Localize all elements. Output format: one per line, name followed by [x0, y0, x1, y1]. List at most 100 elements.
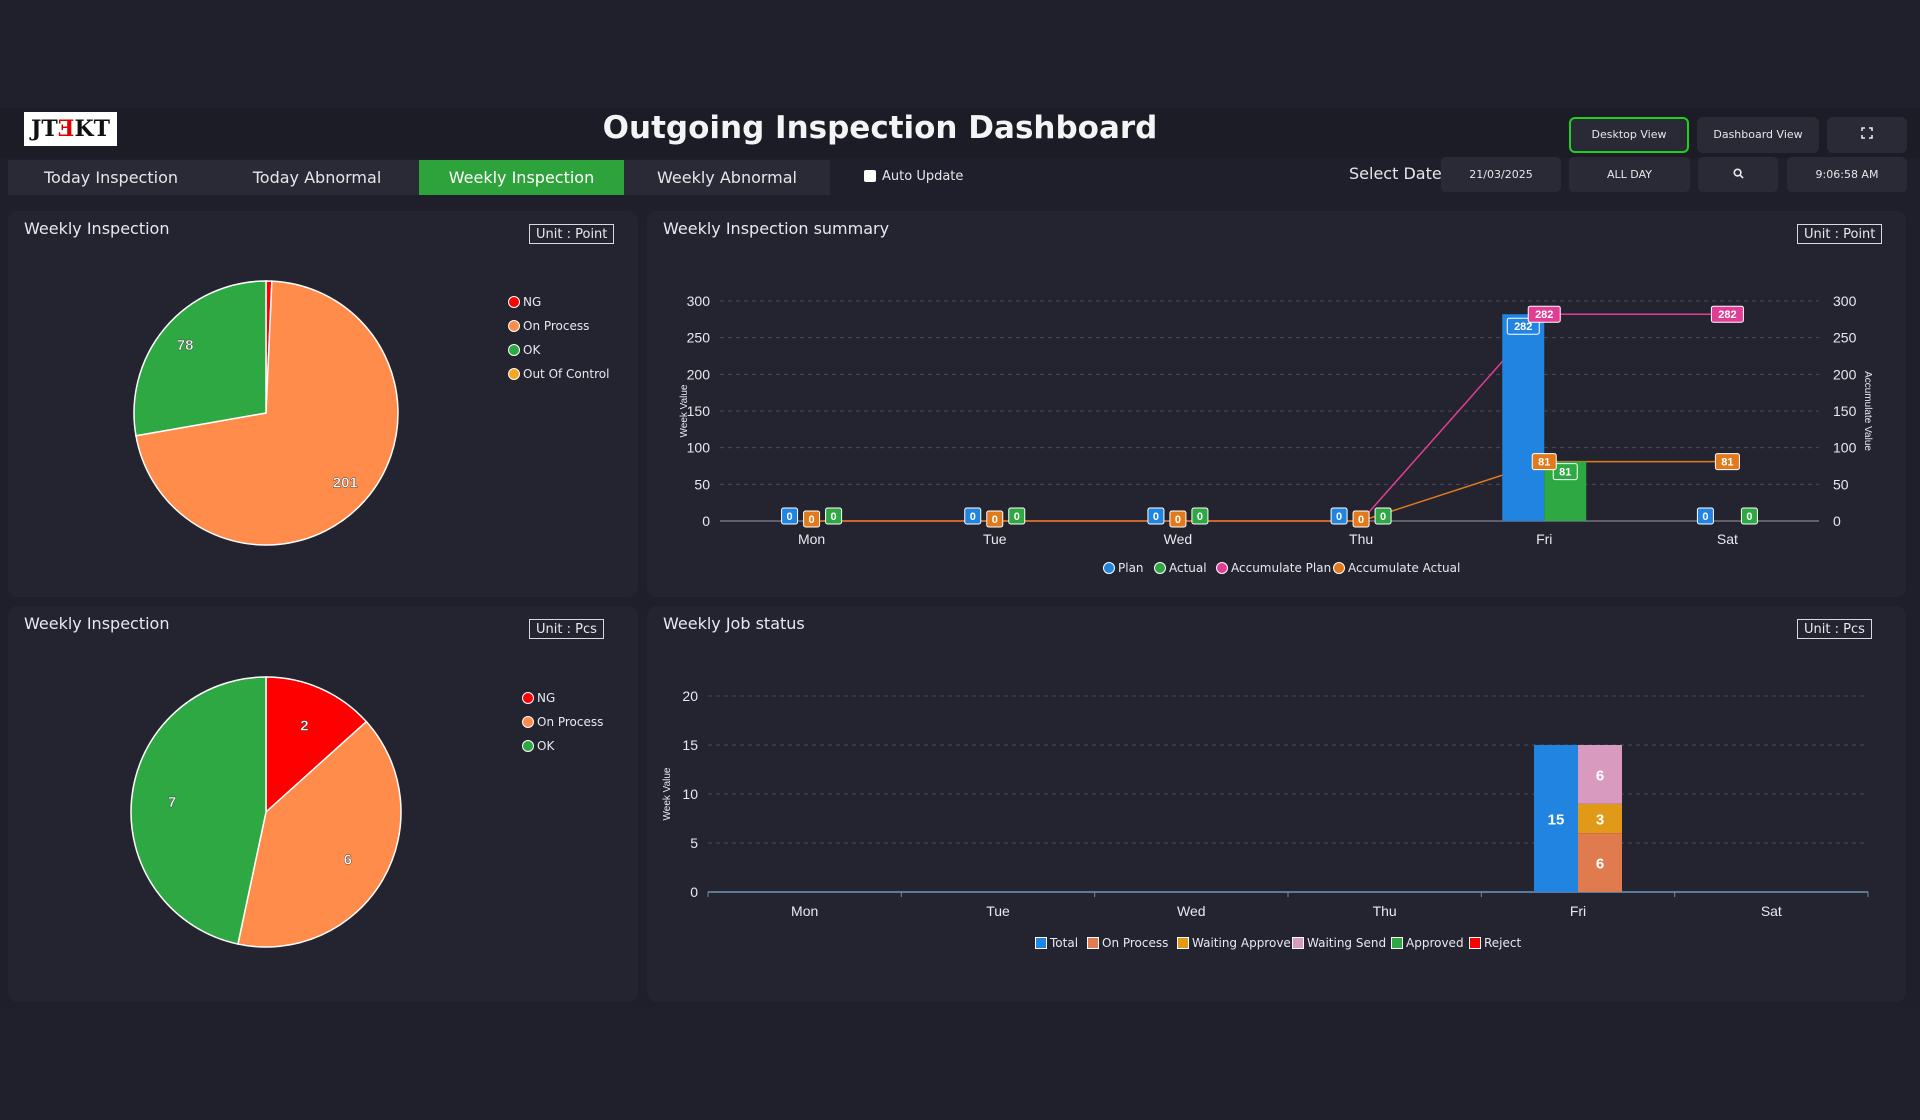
legend-on-process[interactable]: On Process [1087, 936, 1168, 951]
y-tick-label: 300 [687, 293, 711, 309]
y-tick-label: 50 [694, 476, 710, 492]
data-label-plan: 0 [1153, 511, 1159, 523]
legend-actual[interactable]: Actual [1154, 561, 1207, 576]
legend-waiting-send[interactable]: Waiting Send [1292, 936, 1386, 951]
data-label-actual-box [1740, 507, 1758, 525]
data-label-accumulate-actual-box [803, 510, 821, 528]
bar-waiting-send [1578, 745, 1622, 804]
dashboard-view-button[interactable]: Dashboard View [1697, 117, 1819, 153]
line-accumulate-actual [811, 460, 1728, 522]
pie-slice-on-process [135, 280, 399, 546]
y-tick-label: 20 [682, 688, 698, 704]
tab-today-abnormal[interactable]: Today Abnormal [252, 168, 382, 187]
pie-label-on-process: 6 [344, 851, 352, 868]
desktop-view-button[interactable]: Desktop View [1569, 117, 1689, 153]
data-label-accumulate-actual: 0 [1358, 514, 1364, 526]
legend-plan[interactable]: Plan [1103, 561, 1144, 576]
bar-waiting-approve [1578, 803, 1622, 834]
data-label-accumulate-actual-box [1714, 453, 1740, 471]
data-label-accumulate-plan-box [1710, 305, 1744, 323]
legend-on-process[interactable]: On Process [522, 715, 603, 730]
jtekt-logo: JTƎKT [24, 112, 117, 146]
data-label-plan: 282 [1514, 321, 1532, 333]
data-label-actual: 0 [1746, 511, 1752, 523]
legend-dot-ng [508, 296, 520, 308]
legend-accumulate-plan[interactable]: Accumulate Plan [1216, 561, 1331, 576]
y-tick-label: 200 [687, 366, 711, 382]
x-tick-label: Sat [1761, 903, 1782, 919]
data-label-accumulate-plan-box [1527, 305, 1561, 323]
pie-label-on-process: 201 [333, 475, 358, 492]
legend-ng[interactable]: NG [508, 295, 541, 310]
legend-ok[interactable]: OK [522, 739, 554, 754]
y-axis-label: Week Value [662, 767, 673, 820]
y-tick-label: 100 [687, 440, 711, 456]
search-button[interactable] [1698, 157, 1778, 192]
legend-dot-ok [508, 344, 520, 356]
fullscreen-button[interactable] [1827, 117, 1907, 153]
auto-update-label: Auto Update [882, 169, 964, 184]
data-label-accumulate-actual: 0 [809, 514, 815, 526]
date-input[interactable]: 21/03/2025 [1441, 157, 1561, 192]
legend-on-process[interactable]: On Process [508, 319, 589, 334]
x-tick-label: Tue [983, 531, 1007, 547]
legend-swatch-reject [1469, 937, 1481, 949]
legend-label: NG [523, 295, 542, 309]
data-label-accumulate-actual-box [1352, 510, 1370, 528]
legend-accumulate-actual[interactable]: Accumulate Actual [1333, 561, 1460, 576]
y2-tick-label: 150 [1833, 403, 1857, 419]
data-label-waiting-approve: 3 [1596, 812, 1604, 829]
bar-plan [1502, 314, 1545, 521]
legend-ok[interactable]: OK [508, 343, 540, 358]
data-label-plan: 0 [787, 511, 793, 523]
panel-title: Weekly Inspection [24, 614, 170, 633]
y-tick-label: 5 [690, 835, 698, 851]
tab-weekly-inspection[interactable]: Weekly Inspection [419, 160, 624, 195]
y-tick-label: 10 [682, 786, 698, 802]
select-date-label: Select Date [1349, 164, 1442, 183]
legend-label: Approved [1406, 936, 1464, 950]
auto-update-toggle[interactable]: Auto Update [864, 168, 963, 186]
legend-total[interactable]: Total [1035, 936, 1078, 951]
legend-dot-out-of-control [508, 368, 520, 380]
legend-reject[interactable]: Reject [1469, 936, 1521, 951]
data-label-actual-box [1008, 507, 1026, 525]
panel-title: Weekly Inspection [24, 219, 170, 238]
x-tick-label: Wed [1164, 531, 1193, 547]
tab-weekly-abnormal[interactable]: Weekly Abnormal [657, 168, 797, 187]
legend-label: OK [537, 739, 555, 753]
legend-ng[interactable]: NG [522, 691, 555, 706]
data-label-plan-box [1147, 507, 1165, 525]
range-select[interactable]: ALL DAY [1569, 157, 1690, 192]
top-band [0, 0, 1920, 108]
tab-today-inspection[interactable]: Today Inspection [44, 168, 178, 187]
pie-label-ok: 7 [168, 794, 176, 811]
unit-badge: Unit : Pcs [529, 619, 604, 639]
legend-swatch-on-process [1087, 937, 1099, 949]
y2-tick-label: 200 [1833, 366, 1857, 382]
y2-tick-label: 0 [1833, 513, 1841, 529]
panel-weekly-inspection-pcs: Weekly Inspection Unit : Pcs 2 6 7 NG On P… [8, 606, 638, 1002]
x-tick-label: Thu [1373, 903, 1397, 919]
legend-out-of-control[interactable]: Out Of Control [508, 367, 609, 382]
data-label-plan: 0 [970, 511, 976, 523]
x-tick-label: Tue [986, 903, 1010, 919]
data-label-plan-box [1330, 507, 1348, 525]
legend-approved[interactable]: Approved [1391, 936, 1464, 951]
y2-axis-label: Accumulate Value [1862, 371, 1873, 451]
fullscreen-icon [1861, 127, 1873, 139]
legend-waiting-approve[interactable]: Waiting Approve [1177, 936, 1291, 951]
pie-label-ng: 2 [300, 718, 308, 735]
pie-slice-on-process [237, 720, 402, 948]
data-label-actual: 81 [1559, 467, 1571, 479]
legend-label: Waiting Send [1307, 936, 1387, 950]
x-tick-label: Fri [1570, 903, 1586, 919]
unit-badge: Unit : Point [529, 224, 615, 244]
data-label-actual: 0 [1197, 511, 1203, 523]
data-label-plan-box [964, 507, 982, 525]
data-label-actual: 0 [1380, 511, 1386, 523]
bar-on-process [1578, 833, 1622, 892]
data-label-total: 15 [1548, 812, 1565, 829]
legend-swatch-waiting-send [1292, 937, 1304, 949]
auto-update-checkbox[interactable] [864, 170, 876, 182]
